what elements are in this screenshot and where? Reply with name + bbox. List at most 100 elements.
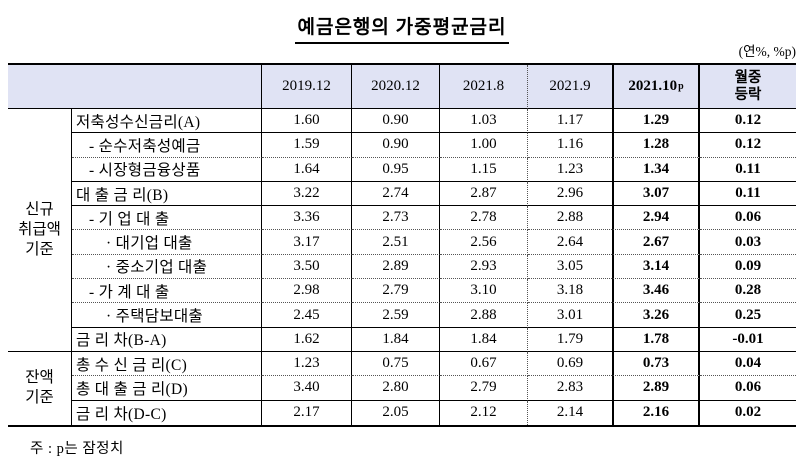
row-label: · 대기업 대출 xyxy=(72,230,262,255)
col-header-2021-8: 2021.8 xyxy=(440,65,528,109)
cell-highlight: 3.26 xyxy=(612,303,700,328)
row-label: 저축성수신금리(A) xyxy=(72,109,262,134)
cell: 3.22 xyxy=(262,181,352,207)
cell: 1.60 xyxy=(262,109,352,134)
unit-label: (연%, %p) xyxy=(738,44,796,59)
cell: 3.05 xyxy=(528,255,612,280)
cell-change: 0.25 xyxy=(700,303,796,328)
cell-highlight: 1.29 xyxy=(612,109,700,134)
cell: 2.79 xyxy=(440,376,528,401)
cell-change: 0.03 xyxy=(700,230,796,255)
row-label: - 순수저축성예금 xyxy=(72,133,262,158)
cell: 1.79 xyxy=(528,328,612,352)
row-label: 대 출 금 리(B) xyxy=(72,181,262,207)
corner-cell xyxy=(8,65,262,109)
cell: 2.89 xyxy=(352,254,440,280)
cell: 0.95 xyxy=(352,157,440,182)
cell-highlight: 1.34 xyxy=(612,157,700,182)
page-title: 예금은행의 가중평균금리 xyxy=(0,12,804,44)
cell: 2.17 xyxy=(262,400,352,425)
col-header-2021-10-provisional: 2021.10 p xyxy=(612,65,700,109)
cell-highlight: 3.14 xyxy=(612,254,700,280)
provisional-superscript: p xyxy=(678,81,684,92)
cell-change: 0.11 xyxy=(700,158,796,182)
col-header-2019-12: 2019.12 xyxy=(262,65,352,109)
cell: 3.18 xyxy=(528,279,612,304)
col-header-2021-9: 2021.9 xyxy=(528,65,612,109)
cell: 2.05 xyxy=(352,400,440,425)
cell: 0.90 xyxy=(352,109,440,134)
cell: 0.67 xyxy=(440,351,528,377)
cell: 2.14 xyxy=(556,404,584,421)
page-title-text: 예금은행의 가중평균금리 xyxy=(295,12,509,44)
cell: 1.16 xyxy=(528,133,612,158)
group-label-new-transactions: 신규 취급액 기준 xyxy=(8,109,72,352)
cell: 1.00 xyxy=(440,133,528,158)
cell: 2.80 xyxy=(352,376,440,401)
cell-change: -0.01 xyxy=(700,328,796,352)
cell: 2.88 xyxy=(528,206,612,231)
cell: 1.23 xyxy=(528,158,612,182)
weighted-average-rate-table: 2019.12 2020.12 2021.8 2021.9 2021.10 p 월… xyxy=(8,63,796,427)
cell-highlight: 1.78 xyxy=(612,327,700,352)
cell: 2.74 xyxy=(352,181,440,207)
cell-change: 0.11 xyxy=(700,182,796,207)
row-label: · 중소기업 대출 xyxy=(72,254,262,280)
cell: 3.40 xyxy=(262,376,352,401)
cell: 0.90 xyxy=(352,133,440,158)
cell-highlight: 3.07 xyxy=(612,181,700,207)
cell-highlight: 2.67 xyxy=(612,230,700,255)
cell-highlight: 3.46 xyxy=(612,279,700,304)
cell-change: 0.12 xyxy=(700,109,796,134)
cell: 3.01 xyxy=(528,303,612,328)
cell: 3.17 xyxy=(262,230,352,255)
cell: 1.84 xyxy=(440,327,528,352)
cell-change: 0.06 xyxy=(700,376,796,401)
cell: 2.96 xyxy=(528,182,612,207)
cell-highlight: 2.16 xyxy=(612,400,700,425)
cell: 2.73 xyxy=(352,206,440,231)
cell: 2.12 xyxy=(440,400,528,425)
cell-change: 0.12 xyxy=(700,133,796,158)
cell: 3.50 xyxy=(262,254,352,280)
row-label: 총 수 신 금 리(C) xyxy=(72,351,262,377)
cell: 2.83 xyxy=(528,376,612,401)
cell: 2.59 xyxy=(352,303,440,328)
cell: 3.36 xyxy=(262,206,352,231)
cell: 1.03 xyxy=(440,109,528,134)
cell-highlight: 2.89 xyxy=(612,376,700,401)
cell: 1.15 xyxy=(440,157,528,182)
row-label: - 시장형금융상품 xyxy=(72,157,262,182)
cell: 2.56 xyxy=(440,230,528,255)
cell: 2.51 xyxy=(352,230,440,255)
row-label: 금 리 차(D-C) xyxy=(72,400,262,425)
cell: 1.62 xyxy=(262,327,352,352)
row-label: - 기 업 대 출 xyxy=(72,206,262,231)
cell: 1.59 xyxy=(262,133,352,158)
cell: 2.93 xyxy=(440,254,528,280)
cell-change: 0.28 xyxy=(700,279,796,304)
cell-highlight: 0.73 xyxy=(612,351,700,377)
cell-change: 0.09 xyxy=(700,255,796,280)
footnote: 주 : p는 잠정치 xyxy=(30,441,124,457)
col-header-2020-12: 2020.12 xyxy=(352,65,440,109)
highlight-header-year: 2021.10 xyxy=(628,78,678,94)
group-label-balance: 잔액 기준 xyxy=(8,351,72,425)
cell: 2.88 xyxy=(440,303,528,328)
cell-change: 0.04 xyxy=(700,352,796,377)
cell: 2.87 xyxy=(440,181,528,207)
cell-change: 0.06 xyxy=(700,206,796,231)
cell-highlight: 1.28 xyxy=(612,133,700,158)
col-header-monthly-change: 월중 등락 xyxy=(700,65,796,109)
cell: 1.84 xyxy=(352,327,440,352)
cell: 2.78 xyxy=(440,206,528,231)
cell: 2.45 xyxy=(262,303,352,328)
cell: 1.17 xyxy=(528,109,612,134)
row-label: 금 리 차(B-A) xyxy=(72,327,262,352)
cell: 2.98 xyxy=(262,279,352,304)
cell: 0.69 xyxy=(528,352,612,377)
cell: 1.23 xyxy=(262,351,352,377)
row-label: · 주택담보대출 xyxy=(72,303,262,328)
cell: 1.64 xyxy=(262,157,352,182)
